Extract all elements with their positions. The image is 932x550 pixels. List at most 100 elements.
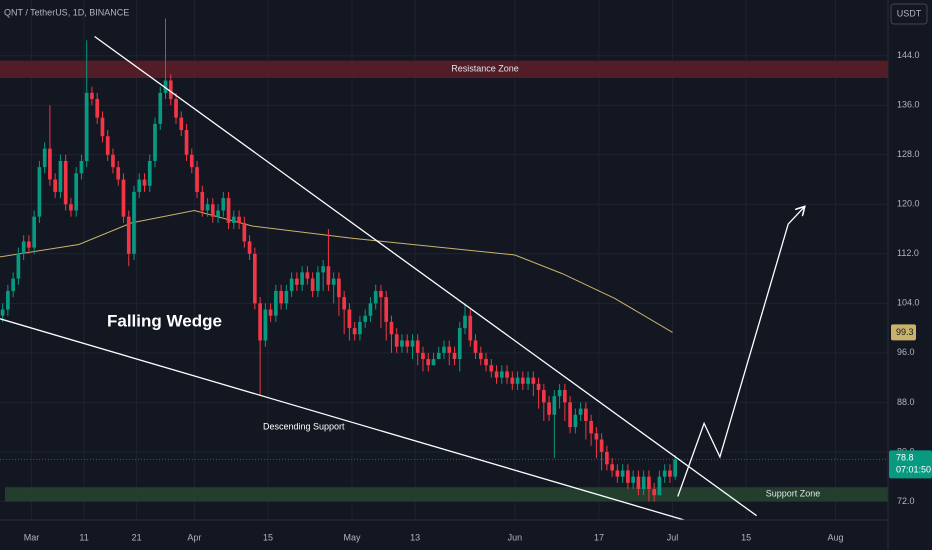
candle-body — [431, 359, 436, 366]
candle-body — [510, 377, 515, 384]
candle-body — [389, 321, 394, 335]
candle-body — [195, 167, 199, 192]
candle-body — [11, 278, 15, 291]
x-tick-label: Mar — [24, 532, 40, 542]
candle-body — [505, 371, 509, 378]
candle-body — [457, 328, 462, 360]
candle-body — [405, 340, 410, 347]
currency[interactable]: USDT — [897, 8, 922, 18]
candle-body — [337, 278, 341, 298]
candle-body — [21, 241, 26, 254]
candle-body — [584, 408, 588, 421]
candle-body — [379, 290, 383, 298]
candle-body — [268, 309, 273, 316]
countdown: 07:01:50 — [896, 465, 931, 475]
candle-body — [63, 160, 68, 205]
x-tick-label: 21 — [132, 532, 142, 542]
y-tick-label: 128.0 — [897, 149, 920, 159]
candle-body — [100, 117, 105, 137]
candle-body — [578, 408, 583, 415]
candle-body — [589, 420, 593, 434]
candle-body — [573, 414, 578, 428]
candle-body — [32, 216, 36, 248]
candle-body — [647, 476, 651, 490]
candle-body — [289, 278, 294, 291]
support-label: Descending Support — [263, 421, 345, 431]
candle-body — [347, 309, 352, 329]
x-tick-label: Apr — [187, 532, 201, 542]
candle-body — [468, 315, 473, 341]
candle-body — [53, 179, 58, 192]
candle-body — [242, 222, 247, 242]
candle-body — [463, 315, 467, 329]
candle-body — [610, 464, 614, 471]
zone — [5, 487, 888, 502]
y-tick-label: 112.0 — [897, 248, 919, 258]
candle-body — [121, 179, 126, 217]
candle-body — [258, 303, 262, 341]
candle-body — [0, 309, 5, 316]
moving-average — [0, 209, 673, 333]
candle-body — [541, 390, 546, 403]
candle-body — [6, 290, 10, 310]
ma-price-box — [891, 324, 916, 341]
candle-body — [568, 402, 572, 428]
candle-body — [394, 334, 399, 347]
candle-body — [274, 290, 278, 316]
candle-body — [641, 476, 646, 490]
currency-box[interactable] — [890, 3, 928, 25]
candle-body — [142, 179, 147, 186]
candle-body — [48, 148, 52, 180]
candle-body — [605, 451, 609, 465]
candle-body — [342, 297, 347, 310]
candle-body — [105, 136, 110, 155]
candle-body — [484, 359, 488, 366]
zone-label: Support Zone — [766, 489, 821, 499]
candle-body — [536, 383, 541, 390]
candle-body — [216, 210, 220, 217]
candle-body — [305, 272, 310, 279]
candle-body — [452, 352, 457, 360]
candle-body — [499, 371, 504, 378]
candle-body — [137, 179, 142, 192]
plot-area — [0, 18, 888, 520]
candle-body — [279, 290, 283, 304]
candle-body — [226, 198, 231, 223]
y-tick-label: 72.0 — [897, 496, 915, 506]
candle-body — [473, 340, 478, 353]
candle-body — [657, 476, 662, 496]
candle-body — [668, 470, 672, 477]
candle-body — [58, 160, 63, 192]
y-tick-label: 96.0 — [897, 347, 915, 357]
candle-body — [231, 216, 236, 223]
x-tick-label: Jul — [667, 532, 679, 542]
candle-body — [321, 266, 325, 273]
y-tick-label: 88.0 — [897, 397, 915, 407]
ma-price-label: 99.3 — [896, 327, 914, 337]
candle-body — [594, 433, 599, 440]
y-tick-label: 144.0 — [897, 50, 920, 60]
zone-label: Resistance Zone — [451, 64, 519, 74]
candle-body — [168, 80, 173, 100]
candle-body — [400, 340, 404, 347]
candle-body — [184, 130, 189, 155]
candle-body — [384, 297, 389, 322]
candle-body — [253, 253, 257, 304]
wedge-label: Falling Wedge — [107, 311, 222, 330]
candle-body — [295, 278, 299, 285]
candle-body — [368, 303, 373, 316]
candle-body — [489, 365, 494, 372]
x-tick-label: May — [344, 532, 362, 542]
candle-body — [494, 371, 499, 378]
last-price-box — [889, 450, 932, 479]
candle-body — [27, 241, 31, 248]
candle-body — [189, 154, 194, 168]
candle-body — [631, 476, 635, 483]
y-tick-label: 104.0 — [897, 298, 920, 308]
y-tick-label: 136.0 — [897, 100, 920, 110]
candle-body — [79, 160, 84, 174]
zone — [0, 60, 888, 78]
x-tick-label: Jun — [508, 532, 523, 542]
